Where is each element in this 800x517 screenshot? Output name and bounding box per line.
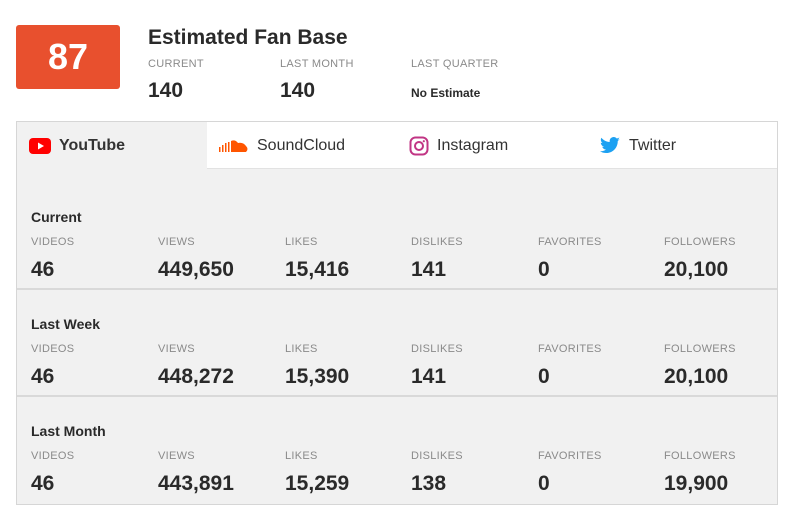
stat-videos: VIDEOS 46 — [31, 343, 74, 389]
platform-tabs: YouTube SoundCloud Instagram — [17, 122, 777, 169]
stat-value: 138 — [411, 472, 447, 495]
tab-instagram[interactable]: Instagram — [397, 122, 587, 169]
stat-followers: FOLLOWERS 20,100 — [664, 236, 736, 282]
stat-likes: LIKES 15,390 — [285, 343, 349, 389]
tab-soundcloud-label: SoundCloud — [257, 136, 346, 154]
stat-value: 449,650 — [158, 258, 234, 281]
stat-label: VIDEOS — [31, 343, 75, 355]
stat-value: 46 — [31, 365, 55, 388]
stat-favorites: FAVORITES 0 — [538, 343, 602, 389]
soundcloud-icon — [219, 138, 249, 154]
stat-label: VIEWS — [158, 343, 195, 355]
stat-favorites: FAVORITES 0 — [538, 236, 602, 282]
stat-label: FAVORITES — [538, 450, 602, 462]
stat-favorites: FAVORITES 0 — [538, 450, 602, 496]
stat-label: LIKES — [285, 236, 318, 248]
stat-likes: LIKES 15,416 — [285, 236, 349, 282]
fan-base-title: Estimated Fan Base — [148, 26, 348, 49]
stat-value: 46 — [31, 258, 55, 281]
stat-followers: FOLLOWERS 20,100 — [664, 343, 736, 389]
fan-base-current-label: CURRENT — [148, 58, 204, 70]
tab-soundcloud[interactable]: SoundCloud — [207, 122, 397, 169]
stat-label: VIDEOS — [31, 450, 75, 462]
stat-label: DISLIKES — [411, 343, 463, 355]
stat-label: LIKES — [285, 450, 318, 462]
score-badge: 87 — [16, 25, 120, 89]
stat-value: 19,900 — [664, 472, 729, 495]
stat-views: VIEWS 443,891 — [158, 450, 234, 496]
stat-value: 0 — [538, 258, 550, 281]
stat-dislikes: DISLIKES 138 — [411, 450, 463, 496]
stat-label: LIKES — [285, 343, 318, 355]
fan-base-current-value: 140 — [148, 79, 184, 102]
stat-likes: LIKES 15,259 — [285, 450, 349, 496]
fan-base-last-month-value: 140 — [280, 79, 316, 102]
fan-base-current: CURRENT 140 — [148, 58, 204, 103]
stat-label: FOLLOWERS — [664, 236, 736, 248]
stat-label: VIDEOS — [31, 236, 75, 248]
stat-value: 0 — [538, 472, 550, 495]
platform-stats-panel: YouTube SoundCloud Instagram — [16, 121, 778, 505]
stat-label: DISLIKES — [411, 236, 463, 248]
stat-value: 448,272 — [158, 365, 234, 388]
stat-dislikes: DISLIKES 141 — [411, 343, 463, 389]
stat-value: 15,416 — [285, 258, 350, 281]
stat-value: 15,390 — [285, 365, 350, 388]
stat-value: 141 — [411, 365, 447, 388]
fan-base-last-month-label: LAST MONTH — [280, 58, 354, 70]
stat-label: FOLLOWERS — [664, 450, 736, 462]
tab-instagram-label: Instagram — [437, 136, 509, 154]
stats-section-current: Current VIDEOS 46 VIEWS 449,650 LIKES 15,41… — [17, 184, 777, 290]
stat-value: 0 — [538, 365, 550, 388]
fan-base-last-quarter-value: No Estimate — [411, 86, 481, 100]
section-title: Current — [31, 209, 82, 225]
stat-views: VIEWS 448,272 — [158, 343, 234, 389]
stat-value: 20,100 — [664, 258, 729, 281]
fan-base-last-quarter: LAST QUARTER No Estimate — [411, 58, 499, 100]
tab-youtube-label: YouTube — [59, 136, 126, 154]
stat-label: DISLIKES — [411, 450, 463, 462]
twitter-icon — [599, 136, 621, 155]
tab-youtube[interactable]: YouTube — [17, 122, 207, 169]
tab-twitter-label: Twitter — [629, 136, 677, 154]
fan-base-last-month: LAST MONTH 140 — [280, 58, 354, 103]
fan-base-last-quarter-label: LAST QUARTER — [411, 58, 499, 70]
tab-twitter[interactable]: Twitter — [587, 122, 777, 169]
stat-label: FAVORITES — [538, 236, 602, 248]
score-value: 87 — [47, 36, 89, 77]
section-title: Last Month — [31, 423, 106, 439]
stat-videos: VIDEOS 46 — [31, 236, 74, 282]
stat-value: 46 — [31, 472, 55, 495]
stat-followers: FOLLOWERS 19,900 — [664, 450, 736, 496]
stat-dislikes: DISLIKES 141 — [411, 236, 463, 282]
instagram-icon — [409, 136, 429, 156]
youtube-icon — [29, 137, 51, 154]
stat-value: 443,891 — [158, 472, 234, 495]
stat-videos: VIDEOS 46 — [31, 450, 74, 496]
stats-section-last-week: Last Week VIDEOS 46 VIEWS 448,272 LIKES 15,… — [17, 291, 777, 397]
section-title: Last Week — [31, 316, 100, 332]
stat-label: VIEWS — [158, 450, 195, 462]
stat-value: 141 — [411, 258, 447, 281]
stat-value: 15,259 — [285, 472, 350, 495]
stat-label: VIEWS — [158, 236, 195, 248]
stat-value: 20,100 — [664, 365, 729, 388]
stats-section-last-month: Last Month VIDEOS 46 VIEWS 443,891 LIKES 15… — [17, 398, 777, 504]
stat-views: VIEWS 449,650 — [158, 236, 234, 282]
stat-label: FAVORITES — [538, 343, 602, 355]
stat-label: FOLLOWERS — [664, 343, 736, 355]
